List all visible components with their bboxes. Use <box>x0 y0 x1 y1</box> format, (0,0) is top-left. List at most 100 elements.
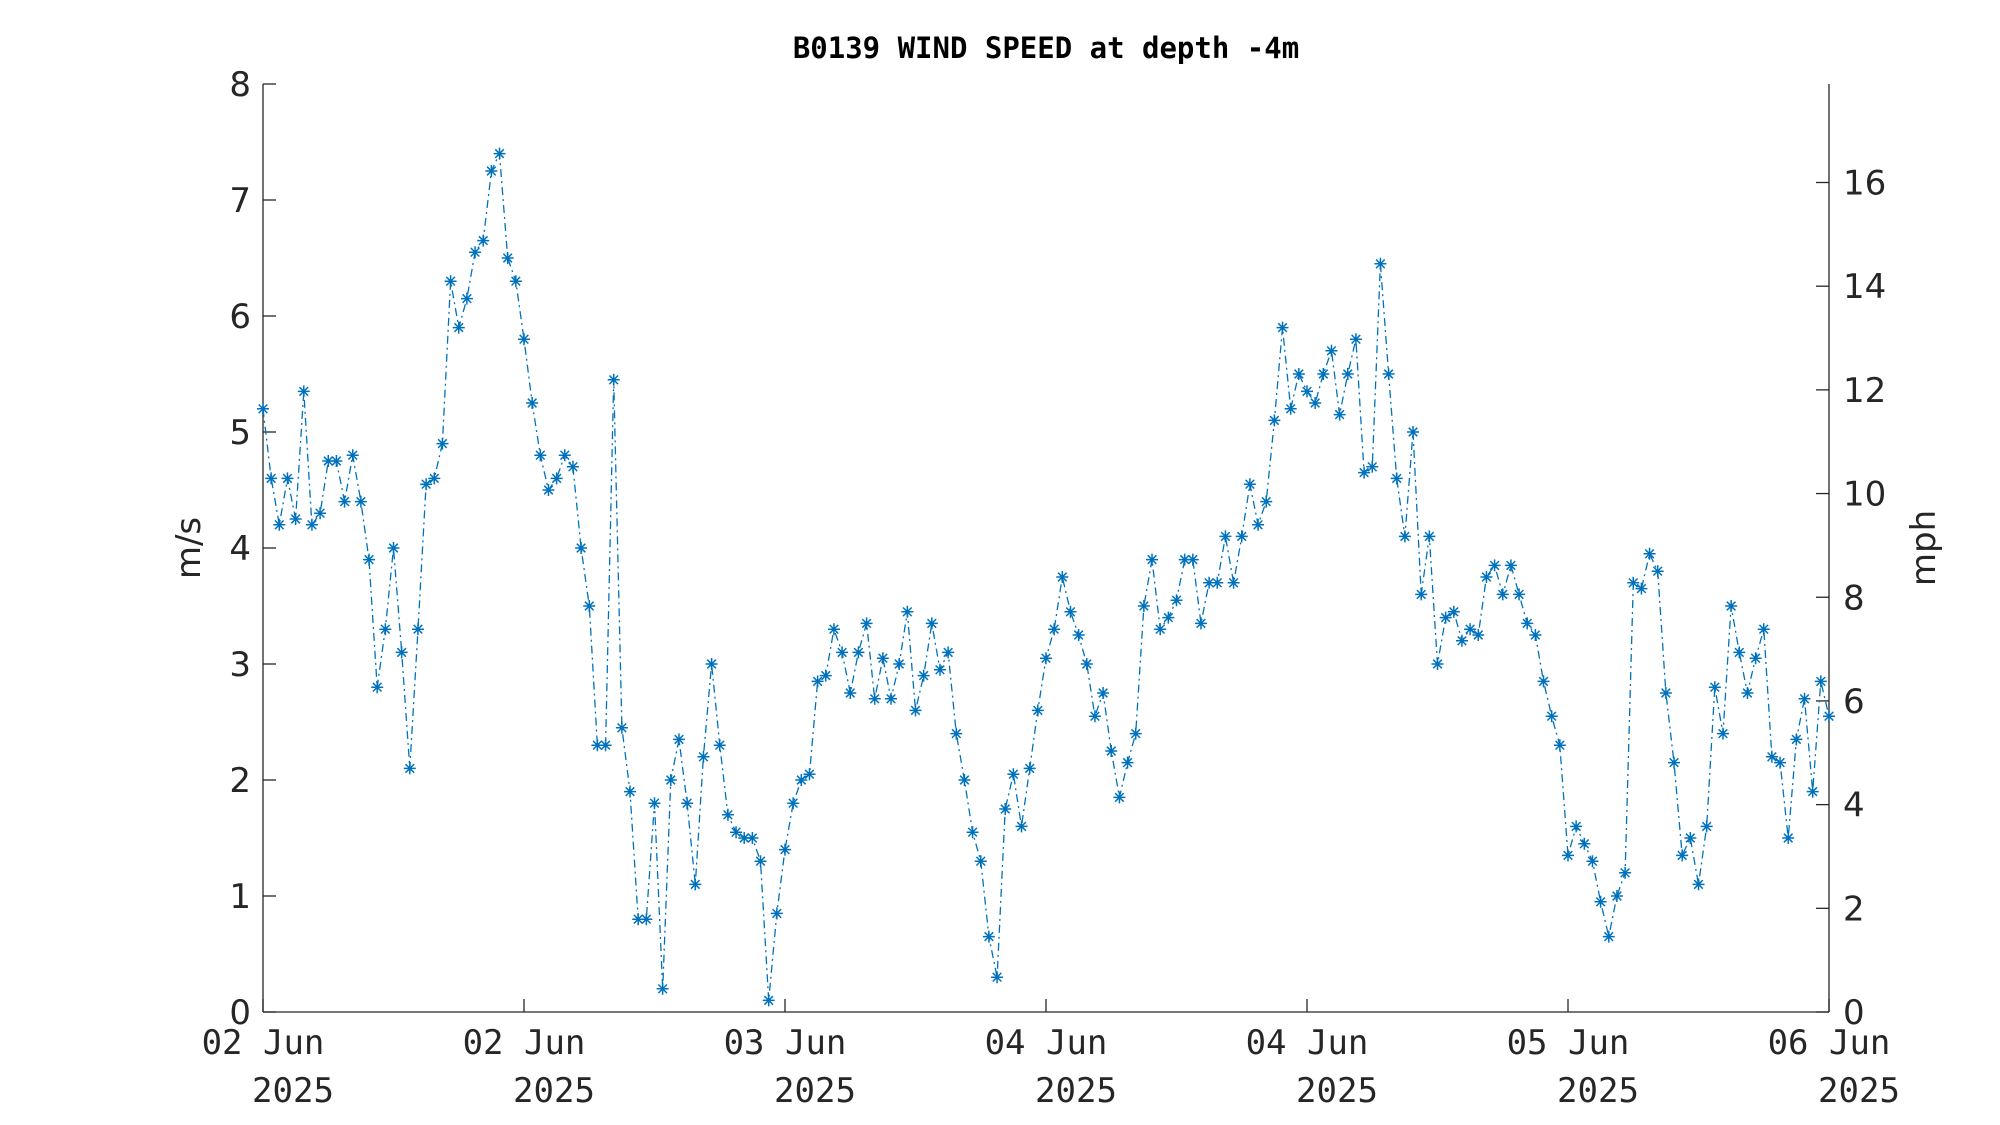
marker <box>730 826 743 839</box>
marker <box>411 623 424 636</box>
marker <box>885 692 898 705</box>
x-tick-label-line: 02 Jun <box>463 1023 586 1063</box>
marker <box>460 292 473 305</box>
marker <box>1423 530 1436 543</box>
marker <box>1243 478 1256 491</box>
marker <box>762 994 775 1007</box>
marker <box>1749 652 1762 665</box>
marker <box>1284 402 1297 415</box>
marker <box>1684 832 1697 844</box>
marker <box>1097 687 1110 699</box>
marker <box>1407 426 1420 438</box>
y2-tick-label: 8 <box>1843 578 1865 618</box>
marker <box>966 826 979 839</box>
marker <box>1292 368 1305 380</box>
marker <box>436 437 449 450</box>
x-tick-label-line: 2025 <box>252 1071 334 1111</box>
marker <box>330 455 343 467</box>
marker <box>1725 600 1738 612</box>
marker <box>1619 866 1632 879</box>
marker <box>803 768 816 781</box>
marker <box>1757 623 1770 636</box>
marker <box>509 275 522 288</box>
marker <box>681 797 694 810</box>
x-tick-label: 02 Jun 2025 <box>202 1023 334 1111</box>
marker <box>754 855 767 868</box>
marker <box>779 843 791 856</box>
marker <box>338 495 351 508</box>
marker <box>925 617 938 630</box>
marker <box>1431 658 1444 670</box>
x-tick-label-line: 06 Jun <box>1768 1023 1891 1063</box>
marker <box>1716 727 1729 740</box>
marker <box>428 472 441 485</box>
marker <box>1415 588 1428 601</box>
marker <box>1072 629 1085 641</box>
marker <box>395 646 408 659</box>
marker <box>1782 832 1795 844</box>
marker <box>1268 414 1281 427</box>
marker <box>1309 397 1322 409</box>
marker <box>746 832 759 844</box>
marker <box>1806 785 1819 798</box>
marker <box>1333 408 1346 421</box>
marker <box>868 692 881 705</box>
marker <box>1260 495 1273 508</box>
x-tick-label-line: 04 Jun <box>985 1023 1108 1063</box>
marker <box>444 275 457 288</box>
marker <box>403 762 416 775</box>
marker <box>371 681 384 694</box>
marker <box>632 913 645 926</box>
x-tick-label: 06 Jun 2025 <box>1768 1023 1900 1111</box>
marker <box>1659 687 1672 699</box>
marker <box>1447 605 1460 618</box>
marker <box>1186 553 1199 566</box>
x-tick-label-line: 2025 <box>774 1071 856 1111</box>
marker <box>844 687 857 699</box>
x-tick-label-line: 2025 <box>1296 1071 1378 1111</box>
marker <box>1504 559 1517 572</box>
marker <box>1154 623 1167 636</box>
marker <box>1700 820 1713 833</box>
marker <box>1774 756 1787 769</box>
x-tick-label: 02 Jun 2025 <box>463 1023 595 1111</box>
marker <box>526 397 539 409</box>
marker <box>624 785 637 798</box>
marker <box>1529 629 1542 641</box>
marker <box>420 478 433 491</box>
x-tick-label: 05 Jun 2025 <box>1507 1023 1639 1111</box>
marker <box>1398 530 1411 543</box>
marker <box>1325 344 1338 357</box>
y-tick-label: 5 <box>229 413 251 453</box>
marker <box>1170 594 1183 607</box>
x-tick-label-line: 2025 <box>1818 1071 1900 1111</box>
marker <box>469 246 482 259</box>
marker <box>933 663 946 676</box>
marker <box>501 252 514 264</box>
marker <box>566 460 579 473</box>
marker <box>1480 571 1493 583</box>
marker <box>615 721 628 734</box>
marker <box>1317 368 1330 380</box>
marker <box>876 652 889 665</box>
x-tick-label-line: 2025 <box>1035 1071 1117 1111</box>
y2-tick-label: 14 <box>1843 267 1886 307</box>
marker <box>1798 692 1811 705</box>
y-axis-label: m/s <box>169 517 209 579</box>
marker <box>664 774 677 786</box>
y-tick-label: 0 <box>229 993 251 1033</box>
y2-tick-label: 0 <box>1843 993 1865 1033</box>
marker <box>1080 658 1093 670</box>
marker <box>1064 605 1077 618</box>
marker <box>1692 878 1705 891</box>
marker <box>322 455 335 467</box>
marker <box>542 484 555 496</box>
marker <box>697 750 710 763</box>
marker <box>518 333 530 346</box>
marker <box>811 675 824 688</box>
marker <box>1121 756 1134 769</box>
x-tick-label-line: 04 Jun <box>1246 1023 1369 1063</box>
marker <box>289 513 302 525</box>
marker <box>827 623 840 636</box>
